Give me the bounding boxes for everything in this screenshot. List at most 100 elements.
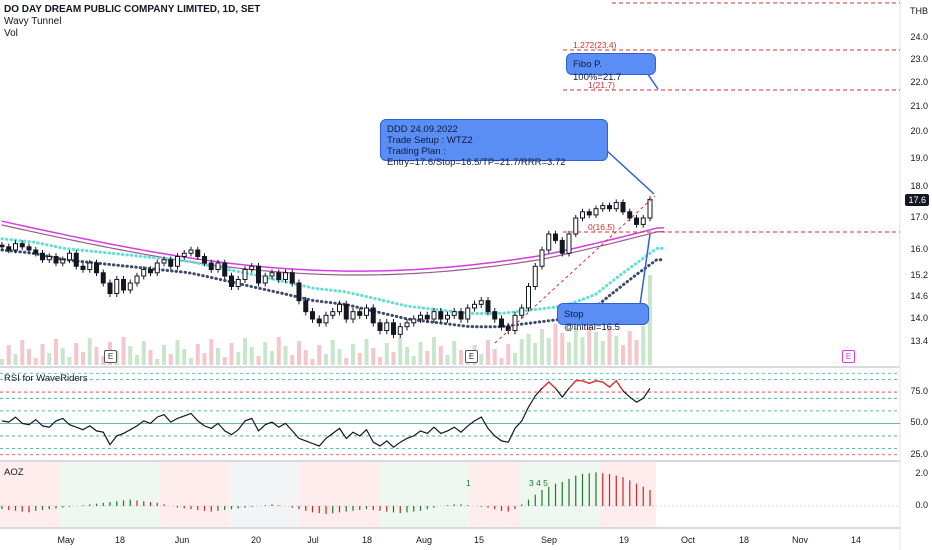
time-tick-label: 15 <box>473 535 485 545</box>
time-tick-label: 18 <box>738 535 750 545</box>
volume-bar <box>344 358 349 365</box>
price-tick-label: 24.0 <box>910 32 928 42</box>
plan-line-3: Trading Plan : Entry=17.6/Stop=16.5/TP=2… <box>387 146 566 168</box>
last-price-tag: 17.6 <box>905 194 929 206</box>
candle-body <box>640 217 646 225</box>
volume-bar <box>560 333 565 365</box>
candle-body <box>512 314 518 332</box>
volume-bar <box>276 337 281 365</box>
aoz-title[interactable]: AOZ <box>4 467 24 478</box>
candle-body <box>634 217 639 225</box>
candle-body <box>215 262 221 270</box>
candle-body <box>316 318 322 324</box>
volume-bar <box>486 340 490 365</box>
volume-bar <box>87 338 92 365</box>
volume-bar <box>283 346 288 365</box>
volume-bar <box>384 343 389 365</box>
candle-body <box>134 275 140 284</box>
stop-callout[interactable]: Stop @Initial=16.5 <box>557 303 649 333</box>
volume-bar <box>580 337 585 365</box>
earnings-badge-upcoming[interactable]: E <box>842 350 855 363</box>
candle-body <box>262 275 268 284</box>
fibo-target-callout[interactable]: Fibo P. 100%=21.7 <box>566 53 656 83</box>
candle-body <box>40 252 45 261</box>
candle-body <box>343 303 349 320</box>
volume-bar <box>256 356 261 365</box>
volume-bar <box>222 357 227 365</box>
tunnel-inner-line <box>1 224 665 276</box>
candle-body <box>26 246 32 251</box>
candle-body <box>404 322 410 328</box>
plan-callout-pointer <box>605 149 655 195</box>
candle-body <box>492 311 498 320</box>
volume-bar <box>303 350 308 365</box>
candle-body <box>391 322 396 335</box>
volume-bar <box>40 344 45 365</box>
volume-bar <box>47 353 52 365</box>
time-tick-label: 20 <box>250 535 262 545</box>
rsi-title[interactable]: RSI for WaveRiders <box>4 373 88 384</box>
rsi-overbought-segment <box>609 380 617 388</box>
volume-bar <box>418 342 423 365</box>
candle-body <box>208 262 214 270</box>
candle-body <box>33 249 39 254</box>
volume-bar <box>364 339 369 365</box>
price-tick-label: 19.0 <box>910 153 928 163</box>
volume-bar <box>94 347 99 365</box>
candle-body <box>269 272 275 277</box>
candle-body <box>222 262 228 277</box>
volume-bar <box>216 348 220 365</box>
candle-body <box>195 249 201 257</box>
volume-bar <box>357 353 362 365</box>
price-tick-label: 22.0 <box>910 77 928 87</box>
indicator-vol[interactable]: Vol <box>4 28 18 39</box>
volume-bar <box>324 354 328 365</box>
candle-body <box>303 300 309 313</box>
volume-bar <box>6 345 11 365</box>
time-tick-label: Nov <box>791 535 809 545</box>
indicator-wavy-tunnel[interactable]: Wavy Tunnel <box>4 16 62 27</box>
aoz-zone-band <box>600 462 656 527</box>
volume-bar <box>54 339 58 365</box>
volume-bar <box>263 342 268 365</box>
candle-body <box>161 259 167 264</box>
candle-body <box>539 249 545 267</box>
aoz-zone-band <box>160 462 230 527</box>
trade-plan-callout[interactable]: DDD 24.09.2022 Trade Setup : WTZ2 Tradin… <box>380 119 608 168</box>
candle-body <box>370 307 376 324</box>
candle-body <box>127 282 133 291</box>
tunnel-outer-line <box>1 220 665 272</box>
candle-body <box>499 318 504 328</box>
candle-body <box>310 311 315 320</box>
fib-1-label: 1(21.7) <box>588 80 615 90</box>
volume-bar <box>209 339 214 365</box>
candle-body <box>229 275 234 287</box>
candle-body <box>586 211 592 216</box>
earnings-badge[interactable]: E <box>465 350 478 363</box>
candle-body <box>350 311 356 320</box>
volume-bar <box>229 343 234 365</box>
plan-line-2: Trade Setup : WTZ2 <box>387 135 473 146</box>
candle-body <box>458 311 464 320</box>
earnings-badge[interactable]: E <box>104 350 117 363</box>
candle-body <box>121 279 126 291</box>
rsi-overbought-segment <box>582 380 590 384</box>
volume-bar <box>243 338 247 365</box>
fib-1272-label: 1.272(23.4) <box>573 40 617 50</box>
candle-body <box>384 322 390 332</box>
volume-bar <box>60 348 65 365</box>
candle-body <box>600 205 606 210</box>
volume-bar <box>175 340 180 365</box>
volume-bar <box>67 357 72 365</box>
candle-body <box>566 233 572 254</box>
candle-body <box>364 307 369 316</box>
candle-body <box>465 307 471 320</box>
time-tick-label: 19 <box>618 535 630 545</box>
candle-body <box>337 303 342 313</box>
candle-body <box>559 239 565 254</box>
volume-bar <box>499 358 504 365</box>
candle-body <box>154 262 160 274</box>
symbol-title[interactable]: DO DAY DREAM PUBLIC COMPANY LIMITED, 1D,… <box>4 4 261 15</box>
volume-bar <box>148 350 153 365</box>
volume-bar <box>621 345 625 365</box>
